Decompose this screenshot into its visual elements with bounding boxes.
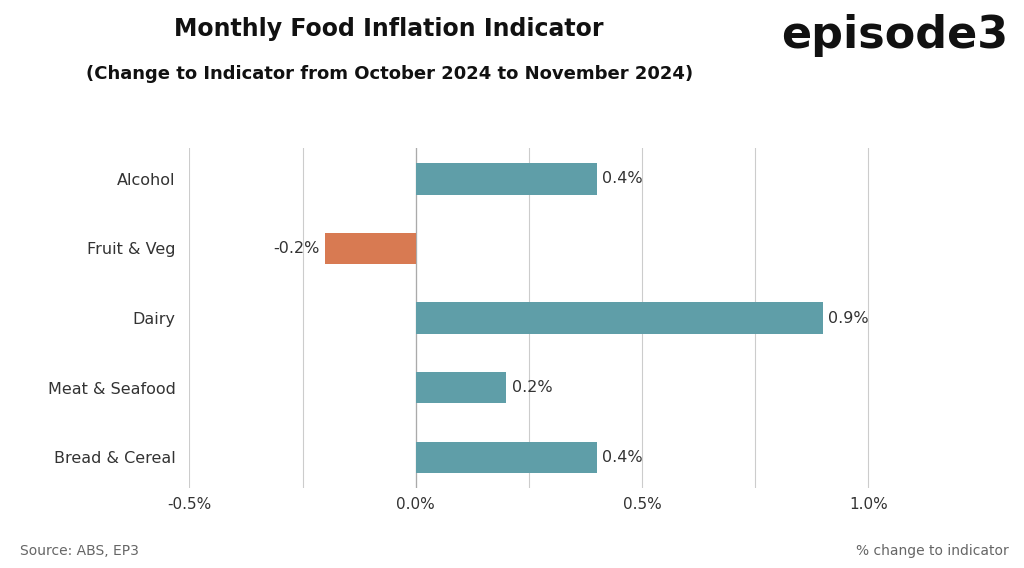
Text: % change to indicator: % change to indicator <box>856 544 1009 558</box>
Bar <box>326 233 416 264</box>
Bar <box>416 442 597 473</box>
Text: (Change to Indicator from October 2024 to November 2024): (Change to Indicator from October 2024 t… <box>86 65 692 83</box>
Text: Monthly Food Inflation Indicator: Monthly Food Inflation Indicator <box>174 17 604 41</box>
Text: Source: ABS, EP3: Source: ABS, EP3 <box>20 544 139 558</box>
Text: episode3: episode3 <box>781 14 1009 57</box>
Text: 0.2%: 0.2% <box>512 380 552 395</box>
Text: 0.4%: 0.4% <box>602 450 643 465</box>
Text: 0.4%: 0.4% <box>602 172 643 186</box>
Bar <box>416 302 823 334</box>
Bar <box>416 372 506 403</box>
Text: 0.9%: 0.9% <box>828 311 869 325</box>
Bar <box>416 163 597 194</box>
Text: -0.2%: -0.2% <box>273 241 319 256</box>
